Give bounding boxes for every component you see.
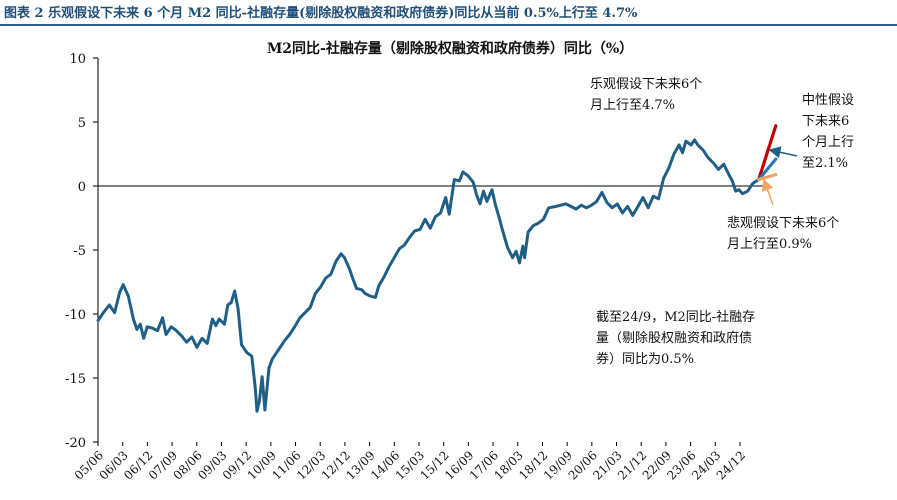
pessimistic-annotation-arrow [761, 178, 774, 206]
y-tick-label: -15 [65, 372, 86, 387]
y-tick-label: 0 [78, 180, 86, 195]
series-line-m2-minus-social-financing [96, 138, 761, 413]
pessimistic-annotation-line-1: 悲观假设下未来6个 [727, 216, 840, 231]
y-tick-label: 5 [78, 116, 86, 131]
x-tick-label: 24/12 [714, 448, 748, 482]
current-annotation-line-2: 量（剔除股权融资和政府债 [596, 331, 753, 346]
series-line-scenario-2 [757, 157, 778, 182]
y-tick-label: -5 [73, 244, 86, 259]
optimistic-annotation-line-1: 乐观假设下未来6个 [590, 77, 703, 92]
y-tick-label: 10 [69, 52, 86, 67]
neutral-annotation-line-3: 个月上行 [802, 135, 855, 150]
neutral-annotation-line-1: 中性假设 [802, 93, 855, 108]
pessimistic-annotation: 悲观假设下未来6个 月上行至0.9% [727, 213, 839, 255]
series-line-scenario-1 [757, 124, 778, 182]
current-annotation-line-3: 券）同比为0.5% [596, 352, 695, 367]
chart-title: M2同比-社融存量（剔除股权融资和政府债券）同比（%） [266, 41, 634, 57]
neutral-annotation: 中性假设 下未来6 个月上行 至2.1% [802, 90, 854, 174]
optimistic-annotation-line-2: 月上行至4.7% [590, 98, 676, 113]
figure-caption: 图表 2 乐观假设下未来 6 个月 M2 同比-社融存量(剔除股权融资和政府债券… [4, 6, 638, 21]
axes: 1050-5-10-15-2005/0606/0306/1207/0908/06… [65, 52, 770, 483]
y-tick-label: -10 [65, 308, 86, 323]
current-value-annotation: 截至24/9，M2同比-社融存 量（剔除股权融资和政府债 券）同比为0.5% [596, 307, 755, 370]
current-annotation-line-1: 截至24/9，M2同比-社融存 [596, 310, 756, 325]
series-line-scenario-3 [757, 172, 778, 182]
neutral-annotation-arrow [768, 146, 798, 159]
caption-rule [0, 24, 897, 26]
neutral-annotation-line-2: 下未来6 [802, 114, 850, 129]
optimistic-annotation: 乐观假设下未来6个 月上行至4.7% [590, 74, 702, 116]
annotation-arrows [761, 146, 798, 206]
pessimistic-annotation-line-2: 月上行至0.9% [727, 237, 813, 252]
series-layer [96, 124, 778, 413]
y-tick-label: -20 [65, 436, 86, 451]
neutral-annotation-line-4: 至2.1% [802, 156, 849, 171]
